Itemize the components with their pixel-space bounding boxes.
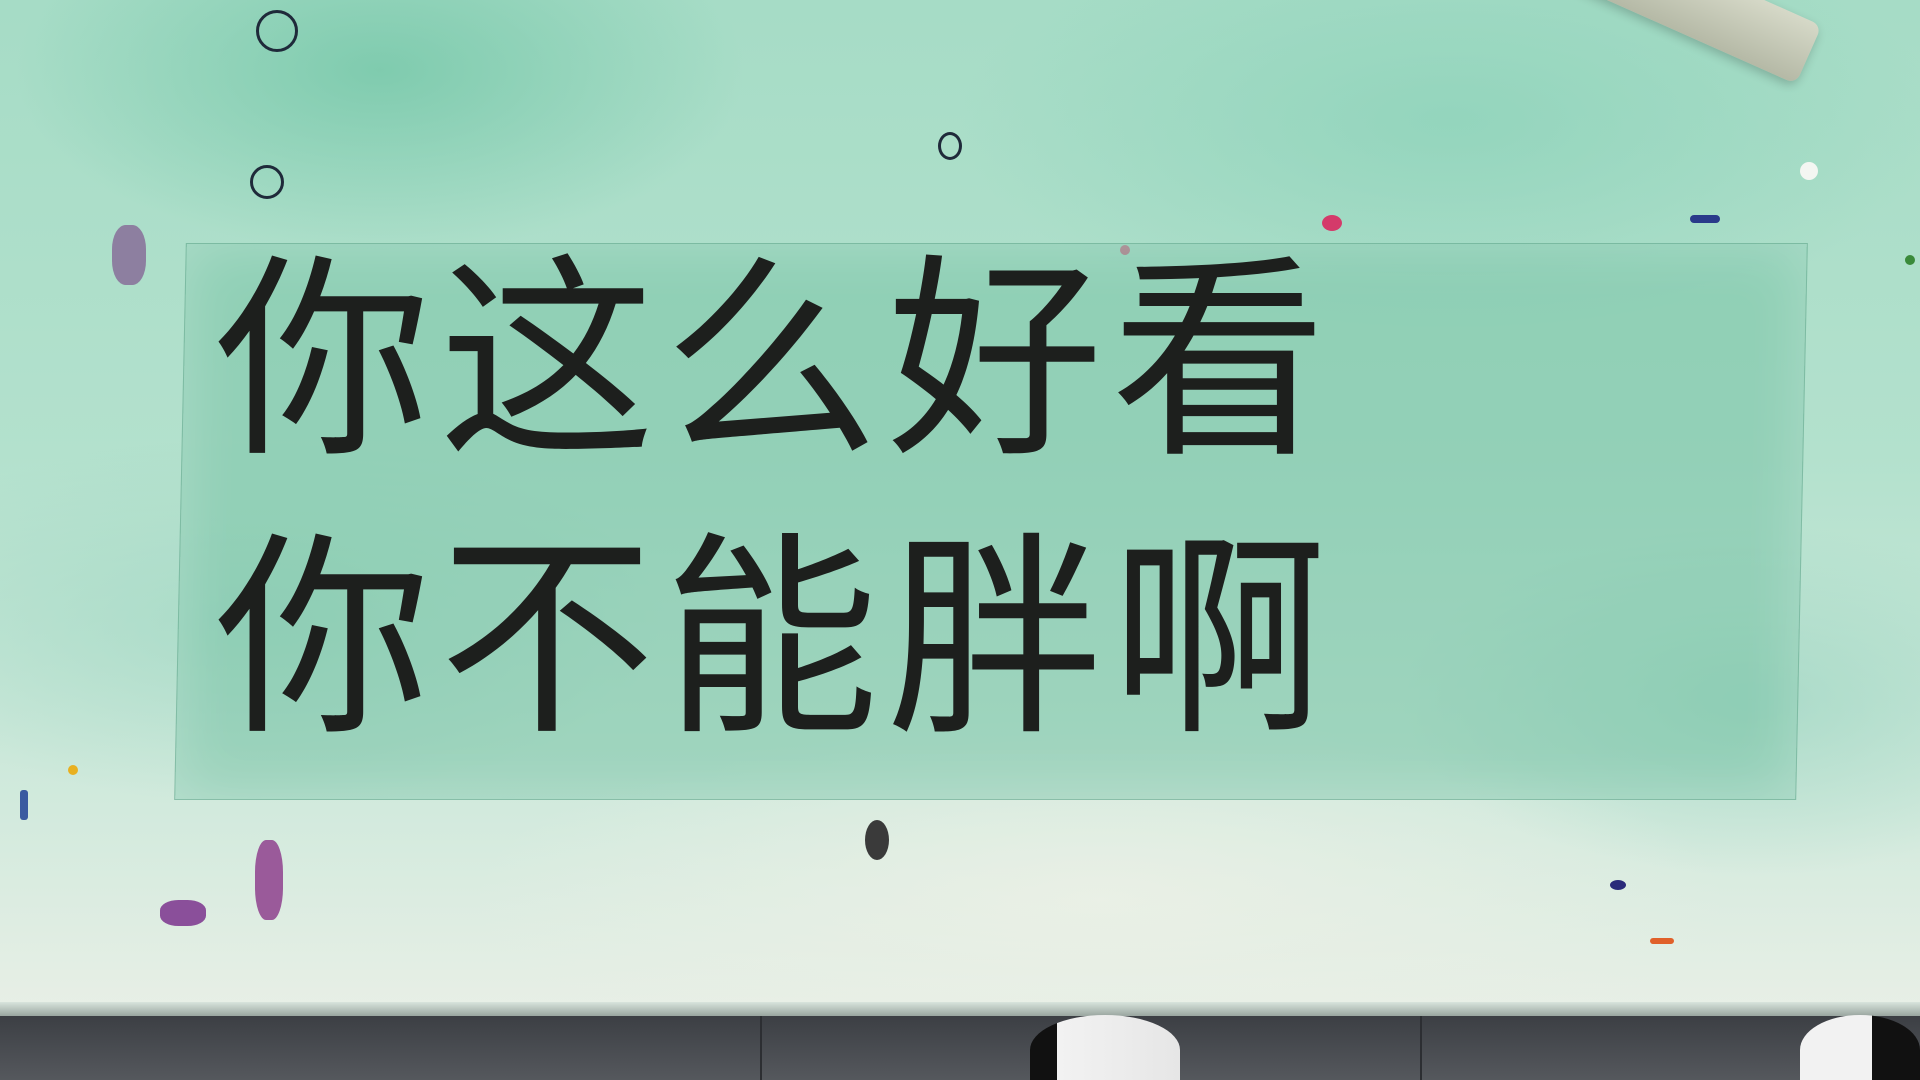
paint-splash xyxy=(1322,215,1342,231)
paint-splash xyxy=(1610,880,1626,890)
sign-text-line-2: 你不能胖啊 xyxy=(215,514,1336,765)
sneaker xyxy=(1030,1015,1180,1080)
paint-splash xyxy=(255,840,283,920)
chalk-doodle-circle xyxy=(250,165,284,199)
paint-splash xyxy=(1800,162,1818,180)
paint-splash xyxy=(865,820,889,860)
sign-text-line-1: 你这么好看 xyxy=(215,236,1336,487)
paint-splash xyxy=(160,900,206,926)
chalk-doodle-circle xyxy=(256,10,298,52)
paint-splash xyxy=(20,790,28,820)
floor-tile-seam xyxy=(1420,1016,1422,1080)
tabletop-edge xyxy=(0,1002,1920,1016)
floor xyxy=(0,1016,1920,1080)
paint-splash xyxy=(1690,215,1720,223)
sneaker xyxy=(1800,1015,1920,1080)
paint-splash xyxy=(1905,255,1915,265)
chalk-doodle-circle xyxy=(938,132,962,160)
paint-splash xyxy=(112,225,146,285)
paint-splash xyxy=(1650,938,1674,944)
paint-splash xyxy=(68,765,78,775)
floor-tile-seam xyxy=(760,1016,762,1080)
